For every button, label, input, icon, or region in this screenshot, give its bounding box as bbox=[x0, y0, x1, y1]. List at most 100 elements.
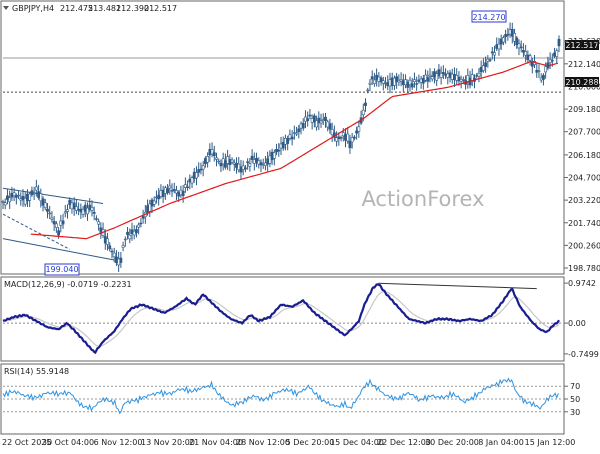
candle-body bbox=[453, 74, 456, 81]
candle-body bbox=[190, 177, 194, 184]
candle-body bbox=[304, 116, 307, 122]
candle-body bbox=[237, 163, 241, 171]
candle-body bbox=[199, 168, 203, 171]
candle-body bbox=[370, 76, 374, 80]
low-annotation: 199.040 bbox=[44, 263, 80, 276]
candle-body bbox=[81, 208, 85, 215]
candle-body bbox=[424, 74, 427, 81]
candle-body bbox=[46, 208, 49, 212]
candle-body bbox=[103, 236, 107, 244]
low-value: 212.390 bbox=[116, 4, 149, 13]
candle-body bbox=[441, 72, 445, 74]
candle-body bbox=[95, 218, 98, 220]
candle-body bbox=[181, 191, 185, 196]
candle-body bbox=[404, 79, 407, 86]
candle-body bbox=[477, 72, 481, 77]
candle-body bbox=[59, 220, 63, 226]
candle-body bbox=[175, 190, 178, 194]
candle-body bbox=[401, 80, 405, 86]
candle-body bbox=[217, 160, 221, 163]
candle-body bbox=[88, 204, 92, 211]
rsi-tick-label: 70 bbox=[570, 382, 580, 391]
candle-body bbox=[79, 208, 83, 213]
candle-body bbox=[499, 38, 503, 45]
candle-body bbox=[272, 152, 276, 159]
channel-line bbox=[2, 187, 104, 205]
candle-body bbox=[519, 46, 523, 49]
candle-body bbox=[350, 137, 354, 143]
candle-body bbox=[157, 194, 161, 200]
candle-body bbox=[475, 75, 479, 77]
price-tick-label: 198.780 bbox=[568, 264, 600, 273]
candle-body bbox=[375, 74, 379, 80]
collapse-arrow-icon bbox=[3, 6, 9, 10]
candle-body bbox=[150, 199, 154, 207]
candle-body bbox=[12, 192, 16, 197]
candle-body bbox=[526, 54, 530, 60]
candle-body bbox=[61, 220, 65, 225]
level-marker: 210.288 bbox=[565, 77, 599, 87]
candle-body bbox=[6, 195, 9, 200]
candle-body bbox=[186, 186, 189, 189]
candle-body bbox=[286, 138, 290, 144]
candle-body bbox=[501, 37, 505, 43]
candle-body bbox=[203, 158, 207, 165]
price-header: GBPJPY,H4 212.475 213.481 212.390 212.51… bbox=[3, 4, 177, 13]
candle-body bbox=[168, 185, 172, 189]
candle-body bbox=[221, 158, 225, 165]
candle-body bbox=[415, 83, 419, 85]
candle-body bbox=[239, 166, 243, 173]
candle-body bbox=[479, 66, 483, 73]
rsi-axis: 70 50 30 bbox=[564, 382, 580, 417]
candle-body bbox=[297, 128, 301, 133]
candle-body bbox=[515, 37, 519, 46]
candle-body bbox=[406, 81, 410, 88]
candle-body bbox=[435, 73, 439, 81]
candle-body bbox=[430, 76, 434, 80]
candle-body bbox=[228, 159, 232, 165]
candle-body bbox=[410, 83, 414, 88]
candle-body bbox=[517, 43, 521, 49]
current-price-marker: 212.517 bbox=[565, 40, 599, 50]
candle-body bbox=[470, 74, 474, 81]
candle-body bbox=[450, 73, 454, 80]
candle-body bbox=[377, 76, 381, 82]
time-label: 22 Dec 12:00 bbox=[377, 438, 431, 447]
candle-body bbox=[395, 76, 399, 83]
candle-body bbox=[506, 34, 510, 36]
rsi-tick-label: 30 bbox=[570, 408, 580, 417]
time-label: 22 Oct 2025 bbox=[2, 438, 51, 447]
high-value: 213.481 bbox=[88, 4, 121, 13]
price-tick-label: 204.700 bbox=[568, 174, 600, 183]
candle-body bbox=[493, 52, 496, 56]
candle-body bbox=[1, 201, 5, 203]
candle-body bbox=[361, 109, 365, 115]
price-tick-label: 213.620 bbox=[568, 37, 600, 46]
candle-body bbox=[330, 129, 334, 136]
time-label: 13 Nov 20:00 bbox=[141, 438, 195, 447]
candle-body bbox=[484, 62, 488, 67]
candle-body bbox=[355, 130, 359, 134]
candle-body bbox=[255, 157, 258, 163]
candle-body bbox=[326, 121, 330, 128]
price-tick-label: 209.180 bbox=[568, 105, 600, 114]
candle-body bbox=[399, 79, 403, 82]
candle-body bbox=[264, 162, 267, 166]
candle-body bbox=[250, 155, 254, 160]
candle-body bbox=[555, 50, 559, 57]
candle-body bbox=[206, 156, 210, 163]
price-tick-label: 212.140 bbox=[568, 60, 600, 69]
candle-body bbox=[195, 172, 198, 179]
candle-body bbox=[43, 202, 47, 208]
candle-body bbox=[308, 114, 312, 117]
candle-body bbox=[317, 117, 321, 124]
candle-body bbox=[201, 165, 205, 170]
candle-body bbox=[148, 203, 152, 212]
channel-line bbox=[2, 213, 70, 250]
time-label: 15 Jan 12:00 bbox=[525, 438, 576, 447]
candle-body bbox=[486, 58, 490, 62]
candle-body bbox=[57, 230, 61, 236]
time-label: 5 Dec 20:00 bbox=[286, 438, 335, 447]
candle-body bbox=[417, 79, 421, 82]
